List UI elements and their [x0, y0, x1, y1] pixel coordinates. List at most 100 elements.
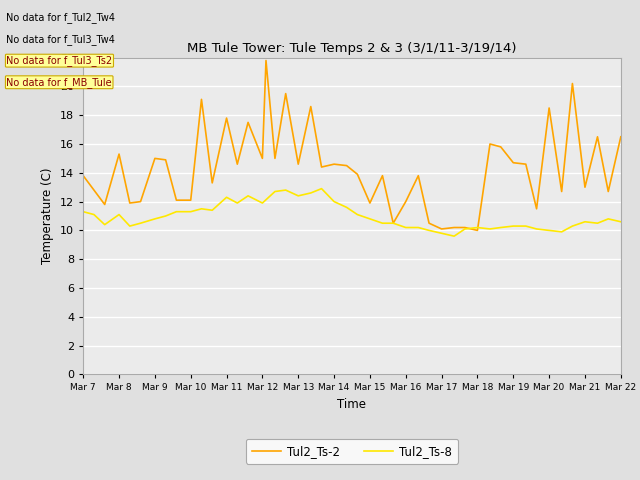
Tul2_Ts-2 [451, 225, 458, 230]
Tul2_Ts-8 [307, 190, 315, 196]
Tul2_Ts-2 [126, 200, 134, 206]
Tul2_Ts-8 [451, 233, 458, 239]
Tul2_Ts-2 [223, 115, 230, 121]
Tul2_Ts-8 [617, 219, 625, 225]
Tul2_Ts-8 [522, 223, 530, 229]
Tul2_Ts-2 [474, 228, 481, 233]
Tul2_Ts-8 [353, 212, 361, 217]
Tul2_Ts-2 [271, 156, 279, 161]
Tul2_Ts-8 [115, 212, 123, 217]
Tul2_Ts-2 [532, 206, 540, 212]
Tul2_Ts-8 [581, 219, 589, 225]
Text: No data for f_MB_Tule: No data for f_MB_Tule [6, 77, 112, 88]
Tul2_Ts-2 [497, 144, 504, 150]
Text: No data for f_Tul3_Tw4: No data for f_Tul3_Tw4 [6, 34, 115, 45]
X-axis label: Time: Time [337, 398, 367, 411]
Tul2_Ts-8 [187, 209, 195, 215]
Tul2_Ts-2 [330, 161, 338, 167]
Tul2_Ts-2 [438, 226, 445, 232]
Tul2_Ts-2 [209, 180, 216, 186]
Tul2_Ts-8 [497, 225, 504, 230]
Tul2_Ts-2 [173, 197, 180, 203]
Tul2_Ts-8 [282, 187, 289, 193]
Tul2_Ts-2 [244, 120, 252, 125]
Tul2_Ts-2 [198, 96, 205, 102]
Tul2_Ts-8 [198, 206, 205, 212]
Tul2_Ts-8 [343, 204, 351, 210]
Tul2_Ts-8 [461, 226, 468, 232]
Tul2_Ts-8 [545, 228, 553, 233]
Line: Tul2_Ts-8: Tul2_Ts-8 [83, 189, 621, 236]
Tul2_Ts-2 [509, 160, 517, 166]
Tul2_Ts-8 [425, 228, 433, 233]
Tul2_Ts-8 [474, 225, 481, 230]
Tul2_Ts-8 [594, 220, 602, 226]
Tul2_Ts-2 [353, 171, 361, 177]
Tul2_Ts-8 [126, 223, 134, 229]
Tul2_Ts-8 [604, 216, 612, 222]
Tul2_Ts-8 [259, 200, 266, 206]
Tul2_Ts-8 [244, 193, 252, 199]
Tul2_Ts-8 [415, 225, 422, 230]
Tul2_Ts-8 [101, 222, 109, 228]
Tul2_Ts-2 [262, 58, 270, 63]
Tul2_Ts-8 [532, 226, 540, 232]
Tul2_Ts-2 [282, 91, 289, 96]
Tul2_Ts-2 [545, 105, 553, 111]
Tul2_Ts-2 [187, 197, 195, 203]
Tul2_Ts-2 [115, 151, 123, 157]
Tul2_Ts-2 [79, 173, 87, 179]
Title: MB Tule Tower: Tule Temps 2 & 3 (3/1/11-3/19/14): MB Tule Tower: Tule Temps 2 & 3 (3/1/11-… [188, 42, 516, 55]
Tul2_Ts-2 [486, 141, 494, 147]
Tul2_Ts-8 [317, 186, 325, 192]
Tul2_Ts-8 [568, 223, 576, 229]
Tul2_Ts-2 [604, 189, 612, 194]
Tul2_Ts-8 [271, 189, 279, 194]
Tul2_Ts-8 [162, 213, 170, 219]
Tul2_Ts-8 [209, 207, 216, 213]
Tul2_Ts-2 [137, 199, 145, 204]
Tul2_Ts-2 [425, 220, 433, 226]
Tul2_Ts-2 [581, 184, 589, 190]
Tul2_Ts-8 [366, 216, 374, 222]
Tul2_Ts-2 [234, 161, 241, 167]
Tul2_Ts-2 [151, 156, 159, 161]
Line: Tul2_Ts-2: Tul2_Ts-2 [83, 60, 621, 230]
Tul2_Ts-2 [379, 173, 387, 179]
Tul2_Ts-2 [568, 81, 576, 86]
Tul2_Ts-8 [330, 199, 338, 204]
Tul2_Ts-8 [402, 225, 410, 230]
Tul2_Ts-2 [343, 163, 351, 168]
Tul2_Ts-2 [402, 199, 410, 204]
Tul2_Ts-2 [259, 156, 266, 161]
Tul2_Ts-8 [389, 220, 397, 226]
Tul2_Ts-2 [558, 189, 566, 194]
Tul2_Ts-2 [617, 134, 625, 140]
Tul2_Ts-2 [415, 173, 422, 179]
Tul2_Ts-8 [151, 216, 159, 222]
Tul2_Ts-2 [461, 225, 468, 230]
Tul2_Ts-2 [307, 104, 315, 109]
Tul2_Ts-8 [294, 193, 302, 199]
Tul2_Ts-2 [317, 164, 325, 170]
Tul2_Ts-2 [294, 161, 302, 167]
Tul2_Ts-2 [594, 134, 602, 140]
Tul2_Ts-2 [101, 202, 109, 207]
Tul2_Ts-2 [522, 161, 530, 167]
Legend: Tul2_Ts-2, Tul2_Ts-8: Tul2_Ts-2, Tul2_Ts-8 [246, 439, 458, 464]
Tul2_Ts-2 [90, 187, 98, 193]
Tul2_Ts-8 [379, 220, 387, 226]
Tul2_Ts-2 [366, 200, 374, 206]
Tul2_Ts-2 [389, 220, 397, 226]
Text: No data for f_Tul2_Tw4: No data for f_Tul2_Tw4 [6, 12, 115, 23]
Tul2_Ts-8 [486, 226, 494, 232]
Text: No data for f_Tul3_Ts2: No data for f_Tul3_Ts2 [6, 55, 113, 66]
Tul2_Ts-2 [162, 157, 170, 163]
Tul2_Ts-8 [90, 212, 98, 217]
Tul2_Ts-8 [137, 220, 145, 226]
Tul2_Ts-8 [438, 230, 445, 236]
Tul2_Ts-8 [558, 229, 566, 235]
Tul2_Ts-8 [234, 200, 241, 206]
Tul2_Ts-8 [223, 194, 230, 200]
Tul2_Ts-8 [173, 209, 180, 215]
